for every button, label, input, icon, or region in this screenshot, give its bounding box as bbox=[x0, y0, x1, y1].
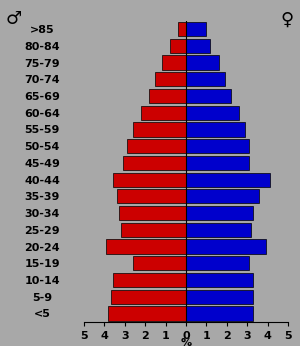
Bar bbox=[186, 89, 231, 103]
Bar bbox=[112, 173, 186, 187]
Bar bbox=[161, 55, 186, 70]
Bar bbox=[186, 156, 249, 170]
Bar bbox=[155, 72, 186, 86]
X-axis label: %: % bbox=[180, 338, 192, 346]
Bar bbox=[186, 206, 253, 220]
Bar bbox=[186, 122, 245, 137]
Bar bbox=[186, 72, 225, 86]
Bar bbox=[186, 239, 266, 254]
Text: ♂: ♂ bbox=[6, 10, 22, 28]
Bar bbox=[127, 139, 186, 153]
Bar bbox=[186, 106, 239, 120]
Bar bbox=[170, 39, 186, 53]
Text: ♀: ♀ bbox=[281, 10, 294, 28]
Bar bbox=[149, 89, 186, 103]
Bar bbox=[186, 139, 249, 153]
Bar bbox=[119, 206, 186, 220]
Bar bbox=[186, 55, 219, 70]
Bar bbox=[186, 39, 211, 53]
Bar bbox=[186, 173, 270, 187]
Bar bbox=[141, 106, 186, 120]
Bar bbox=[186, 290, 253, 304]
Bar bbox=[106, 239, 186, 254]
Bar bbox=[178, 22, 186, 36]
Bar bbox=[186, 306, 253, 320]
Bar bbox=[186, 189, 260, 203]
Bar bbox=[121, 223, 186, 237]
Bar bbox=[186, 22, 206, 36]
Bar bbox=[133, 122, 186, 137]
Bar bbox=[133, 256, 186, 270]
Bar bbox=[112, 273, 186, 287]
Bar bbox=[186, 273, 253, 287]
Bar bbox=[186, 256, 249, 270]
Bar bbox=[110, 290, 186, 304]
Bar bbox=[186, 223, 251, 237]
Bar bbox=[123, 156, 186, 170]
Bar bbox=[109, 306, 186, 320]
Bar bbox=[117, 189, 186, 203]
